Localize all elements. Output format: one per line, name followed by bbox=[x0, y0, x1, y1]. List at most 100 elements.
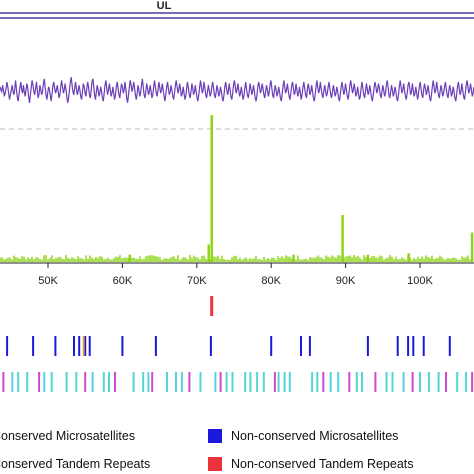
microsatellite-mark bbox=[154, 336, 157, 356]
region-bar: UL bbox=[0, 0, 474, 19]
conserved-microsatellite-mark bbox=[419, 372, 421, 392]
conserved-microsatellite-mark bbox=[316, 372, 319, 392]
line-track bbox=[0, 77, 474, 103]
x-tick-label: 50K bbox=[38, 275, 58, 287]
microsatellite-mark bbox=[73, 336, 75, 356]
conserved-microsatellite-mark bbox=[311, 372, 314, 392]
conserved-microsatellite-mark bbox=[355, 372, 358, 392]
conserved-tandem-repeat-mark bbox=[219, 372, 222, 392]
conserved-tandem-repeat-mark bbox=[114, 372, 116, 392]
conserved-microsatellite-mark bbox=[43, 372, 46, 392]
conserved-tandem-repeat-mark bbox=[84, 372, 87, 392]
x-axis: 50K 60K 70K 80K 90K 100K bbox=[0, 262, 474, 287]
conserved-microsatellite-mark bbox=[91, 372, 94, 392]
microsatellite-mark bbox=[32, 336, 35, 356]
conserved-microsatellite-mark bbox=[180, 372, 183, 392]
microsatellite-mark bbox=[300, 336, 302, 356]
microsatellite-mark bbox=[448, 336, 451, 356]
microsatellite-mark bbox=[84, 336, 87, 356]
microsatellite-mark bbox=[308, 336, 311, 356]
legend-item-conserved-microsatellites: Conserved Microsatellites bbox=[0, 429, 135, 443]
conserved-microsatellite-mark bbox=[288, 372, 291, 392]
microsatellite-mark bbox=[366, 336, 369, 356]
conserved-tandem-repeat-mark bbox=[188, 372, 191, 392]
conserved-microsatellite-mark bbox=[142, 372, 145, 392]
x-tick-label: 60K bbox=[113, 275, 133, 287]
microsatellite-mark bbox=[88, 336, 91, 356]
conserved-microsatellite-mark bbox=[391, 372, 394, 392]
non-conserved-tandem-track bbox=[210, 296, 214, 316]
legend-label-conserved-tandem-repeats: Conserved Tandem Repeats bbox=[0, 457, 150, 471]
conserved-microsatellite-mark bbox=[437, 372, 440, 392]
conserved-microsatellite-mark bbox=[225, 372, 228, 392]
conserved-tandem-repeat-mark bbox=[471, 372, 474, 392]
conserved-microsatellite-mark bbox=[17, 372, 20, 392]
conserved-microsatellite-mark bbox=[166, 372, 168, 392]
conserved-tandem-repeat-mark bbox=[445, 372, 447, 392]
microsatellite-highlight-mark bbox=[82, 336, 85, 356]
microsatellite-mark bbox=[6, 336, 9, 356]
conserved-microsatellite-mark bbox=[199, 372, 202, 392]
conserved-microsatellite-mark bbox=[256, 372, 259, 392]
legend: Conserved Microsatellites Non-conserved … bbox=[0, 429, 414, 471]
conserved-microsatellite-mark bbox=[244, 372, 247, 392]
x-tick-label: 70K bbox=[187, 275, 207, 287]
microsatellite-mark bbox=[270, 336, 273, 356]
conserved-microsatellite-mark bbox=[102, 372, 105, 392]
conserved-microsatellite-mark bbox=[277, 372, 280, 392]
microsatellite-mark bbox=[209, 336, 212, 356]
conserved-microsatellite-mark bbox=[65, 372, 68, 392]
legend-swatch-non-conserved-microsatellites bbox=[208, 429, 222, 443]
conserved-tandem-repeat-mark bbox=[322, 372, 325, 392]
legend-label-non-conserved-tandem-repeats: Non-conserved Tandem Repeats bbox=[231, 457, 414, 471]
conserved-tandem-repeat-mark bbox=[374, 372, 377, 392]
conserved-microsatellite-mark bbox=[361, 372, 363, 392]
conserved-microsatellite-mark bbox=[465, 372, 468, 392]
conserved-microsatellite-mark bbox=[175, 372, 177, 392]
microsatellite-mark bbox=[121, 336, 124, 356]
conserved-microsatellite-mark bbox=[402, 372, 405, 392]
conserved-tandem-repeat-mark bbox=[273, 372, 276, 392]
conserved-microsatellite-mark bbox=[75, 372, 78, 392]
gc-content-line bbox=[0, 77, 474, 103]
legend-label-non-conserved-microsatellites: Non-conserved Microsatellites bbox=[231, 429, 398, 443]
region-label: UL bbox=[157, 0, 172, 12]
legend-item-non-conserved-tandem-repeats: Non-conserved Tandem Repeats bbox=[208, 457, 414, 471]
legend-swatch-non-conserved-tandem-repeats bbox=[208, 457, 222, 471]
microsatellite-track bbox=[6, 336, 451, 356]
conserved-microsatellite-mark bbox=[427, 372, 430, 392]
microsatellite-mark bbox=[396, 336, 399, 356]
conserved-microsatellite-mark bbox=[132, 372, 135, 392]
microsatellite-mark bbox=[407, 336, 410, 356]
legend-label-conserved-microsatellites: Conserved Microsatellites bbox=[0, 429, 135, 443]
conserved-microsatellite-mark bbox=[283, 372, 286, 392]
conserved-microsatellite-mark bbox=[50, 372, 53, 392]
legend-item-non-conserved-microsatellites: Non-conserved Microsatellites bbox=[208, 429, 398, 443]
conserved-microsatellite-mark bbox=[385, 372, 388, 392]
tandem-repeat-mark bbox=[210, 296, 214, 316]
conserved-microsatellite-mark bbox=[11, 372, 14, 392]
conserved-microsatellite-mark bbox=[337, 372, 340, 392]
conserved-microsatellite-mark bbox=[214, 372, 217, 392]
microsatellite-mark bbox=[422, 336, 425, 356]
microsatellite-mark bbox=[78, 336, 81, 356]
conserved-microsatellite-mark bbox=[108, 372, 110, 392]
green-histogram-track bbox=[0, 115, 474, 262]
x-tick-label: 100K bbox=[407, 275, 433, 287]
conserved-microsatellite-mark bbox=[456, 372, 459, 392]
conserved-microsatellite-mark bbox=[262, 372, 265, 392]
microsatellite-mark bbox=[54, 336, 57, 356]
conserved-tandem-repeat-mark bbox=[348, 372, 351, 392]
conserved-microsatellite-mark bbox=[147, 372, 150, 392]
legend-item-conserved-tandem-repeats: Conserved Tandem Repeats bbox=[0, 457, 150, 471]
conserved-microsatellite-mark bbox=[329, 372, 332, 392]
conserved-microsatellite-mark bbox=[231, 372, 234, 392]
conserved-tandem-repeat-mark bbox=[151, 372, 154, 392]
conserved-microsatellite-mark bbox=[26, 372, 29, 392]
x-tick-label: 80K bbox=[261, 275, 281, 287]
x-tick-label: 90K bbox=[336, 275, 356, 287]
conserved-track bbox=[2, 372, 474, 392]
conserved-tandem-repeat-mark bbox=[38, 372, 41, 392]
conserved-microsatellite-mark bbox=[249, 372, 252, 392]
